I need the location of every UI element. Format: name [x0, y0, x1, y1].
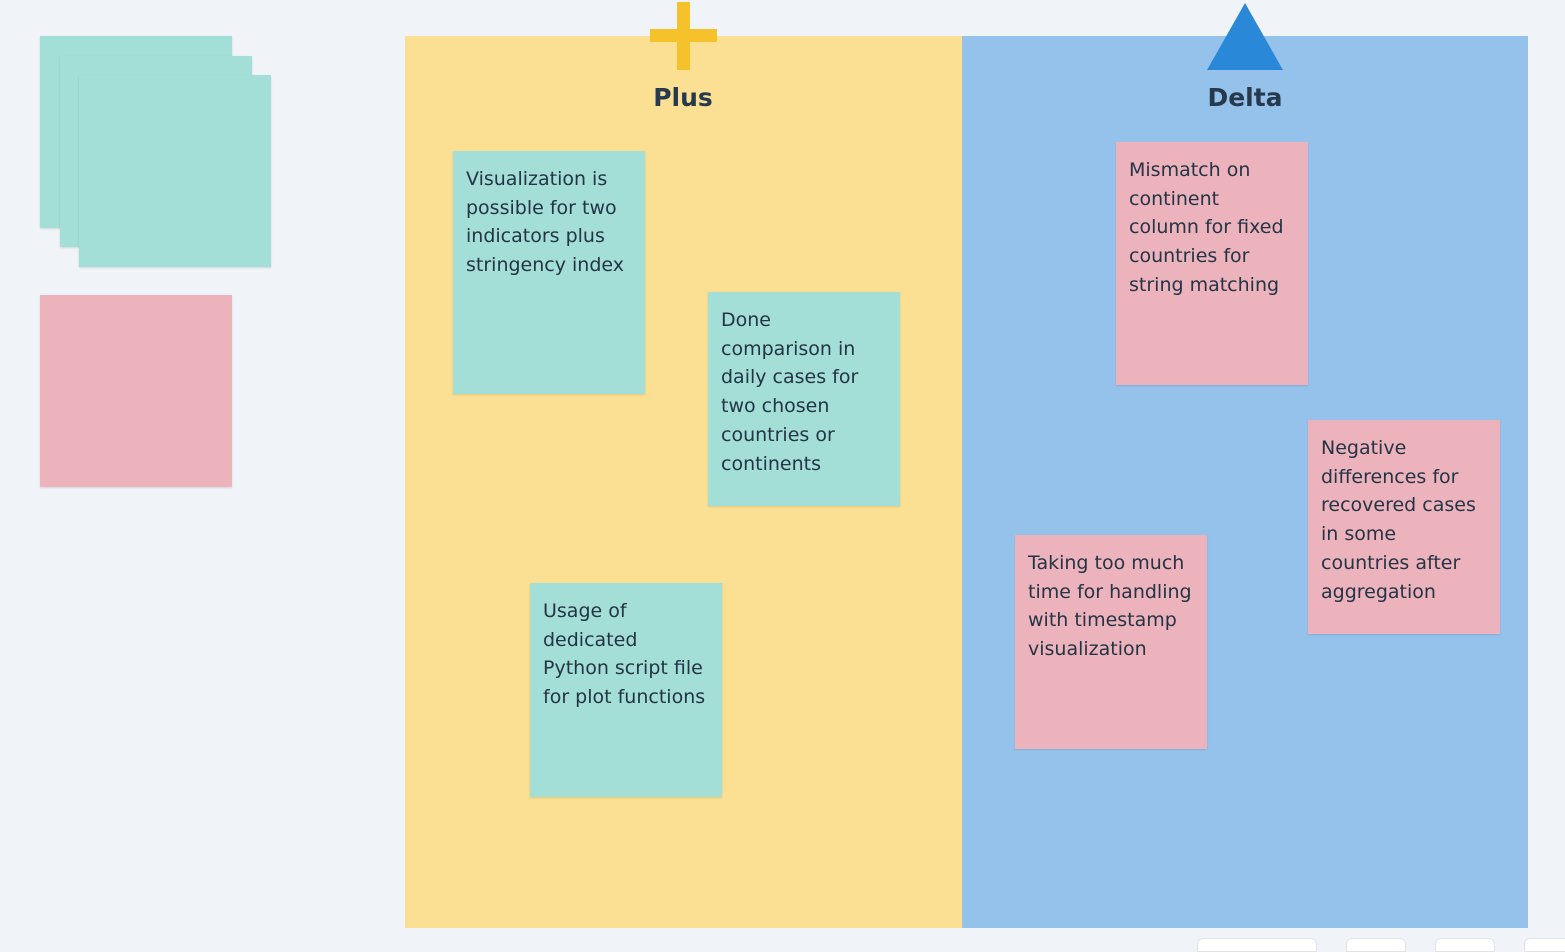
- sticky-note-text: Negative differences for recovered cases…: [1321, 437, 1476, 603]
- sticky-note-text: Visualization is possible for two indica…: [466, 168, 624, 277]
- sticky-note-text: Mismatch on continent column for fixed c…: [1129, 159, 1284, 296]
- sticky-note-pink-template[interactable]: [40, 295, 232, 487]
- triangle-icon: [1207, 3, 1283, 70]
- sticky-note-stack-top[interactable]: [79, 75, 271, 267]
- delta-column-title: Delta: [1207, 83, 1283, 112]
- bottom-toolbar-control[interactable]: [1435, 938, 1495, 952]
- sticky-note-text: Taking too much time for handling with t…: [1028, 552, 1192, 661]
- sticky-note-plus-2[interactable]: Done comparison in daily cases for two c…: [708, 292, 900, 506]
- bottom-toolbar-control[interactable]: [1524, 938, 1565, 952]
- sticky-note-plus-1[interactable]: Visualization is possible for two indica…: [453, 151, 645, 394]
- plus-icon: [650, 2, 717, 70]
- sticky-note-plus-3[interactable]: Usage of dedicated Python script file fo…: [530, 583, 722, 797]
- sticky-note-text: Usage of dedicated Python script file fo…: [543, 600, 706, 709]
- sticky-note-text: Done comparison in daily cases for two c…: [721, 309, 859, 475]
- plus-column-title: Plus: [653, 83, 713, 112]
- bottom-toolbar-control[interactable]: [1346, 938, 1406, 952]
- sticky-note-delta-3[interactable]: Taking too much time for handling with t…: [1015, 535, 1207, 749]
- sticky-note-delta-2[interactable]: Negative differences for recovered cases…: [1308, 420, 1500, 634]
- sticky-note-delta-1[interactable]: Mismatch on continent column for fixed c…: [1116, 142, 1308, 385]
- bottom-toolbar-control[interactable]: [1197, 938, 1317, 952]
